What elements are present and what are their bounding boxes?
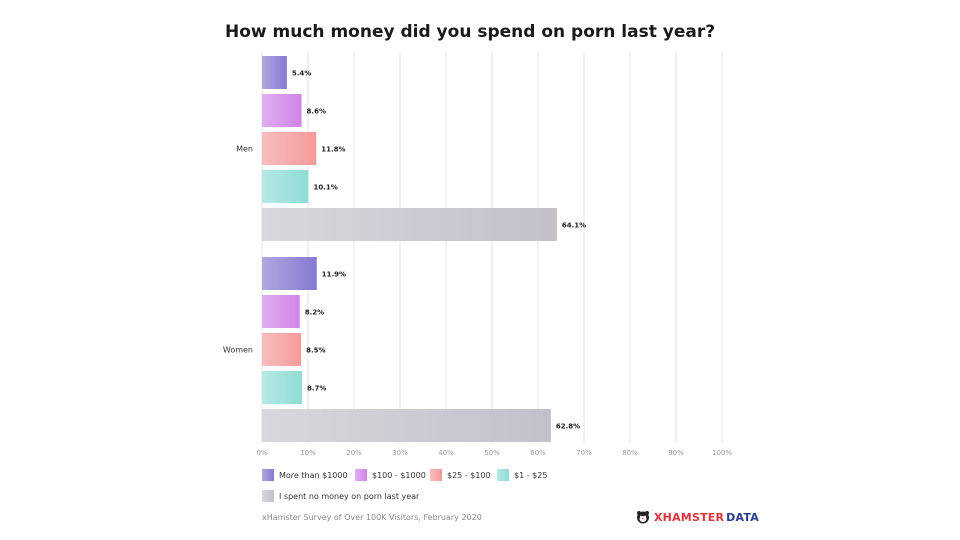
legend-label: $25 - $100	[447, 470, 491, 480]
legend-label: More than $1000	[279, 470, 348, 480]
category-label: Women	[223, 346, 253, 355]
legend-swatch	[262, 469, 274, 481]
source-footnote: xHamster Survey of Over 100K Visitors, F…	[262, 513, 482, 522]
brand-logo: XHAMSTER DATA	[636, 509, 759, 525]
bar	[262, 94, 302, 127]
x-tick-label: 20%	[346, 449, 362, 457]
legend-item: $1 - $25	[497, 469, 547, 481]
legend-item: $100 - $1000	[355, 469, 426, 481]
data-label: 11.9%	[322, 271, 346, 279]
bar	[262, 132, 317, 165]
data-label: 8.2%	[305, 309, 324, 317]
x-tick-label: 70%	[576, 449, 592, 457]
data-label: 64.1%	[562, 222, 586, 230]
x-tick-label: 100%	[712, 449, 732, 457]
brand-suffix: DATA	[726, 510, 759, 524]
category-label: Men	[236, 145, 253, 154]
bar	[262, 208, 557, 241]
legend-label: $100 - $1000	[372, 470, 426, 480]
x-tick-label: 80%	[622, 449, 638, 457]
data-label: 8.5%	[306, 347, 325, 355]
bars	[262, 56, 557, 442]
bar	[262, 409, 551, 442]
data-label: 11.8%	[321, 146, 345, 154]
x-tick-label: 50%	[484, 449, 500, 457]
x-tick-label: 90%	[668, 449, 684, 457]
data-label: 62.8%	[556, 423, 580, 431]
data-label: 5.4%	[292, 70, 311, 78]
x-tick-label: 30%	[392, 449, 408, 457]
bar	[262, 170, 309, 203]
bar	[262, 56, 287, 89]
data-label: 8.6%	[307, 108, 326, 116]
legend-swatch	[355, 469, 367, 481]
hamster-logo-icon	[637, 511, 649, 524]
legend-label: I spent no money on porn last year	[279, 491, 420, 501]
legend-item: I spent no money on porn last year	[262, 490, 419, 502]
legend-item: $25 - $100	[430, 469, 491, 481]
data-label: 10.1%	[313, 184, 337, 192]
chart-title: How much money did you spend on porn las…	[225, 22, 716, 42]
legend-item: More than $1000	[262, 469, 348, 481]
x-tick-label: 0%	[256, 449, 267, 457]
bar	[262, 295, 300, 328]
bar	[262, 371, 303, 404]
x-tick-label: 10%	[300, 449, 316, 457]
bar	[262, 257, 317, 290]
brand-name: XHAMSTER	[654, 510, 725, 524]
legend-swatch	[497, 469, 509, 481]
legend-swatch	[430, 469, 442, 481]
legend-label: $1 - $25	[514, 470, 548, 480]
bar	[262, 333, 302, 366]
labels: 0% 10% 20% 30% 40% 50% 60% 70% 80% 90% 100% 5.4% 8.6…	[223, 70, 732, 458]
gridlines	[261, 52, 723, 443]
x-tick-label: 40%	[438, 449, 454, 457]
legend-swatch	[262, 490, 274, 502]
x-tick-label: 60%	[530, 449, 546, 457]
data-label: 8.7%	[307, 385, 326, 393]
